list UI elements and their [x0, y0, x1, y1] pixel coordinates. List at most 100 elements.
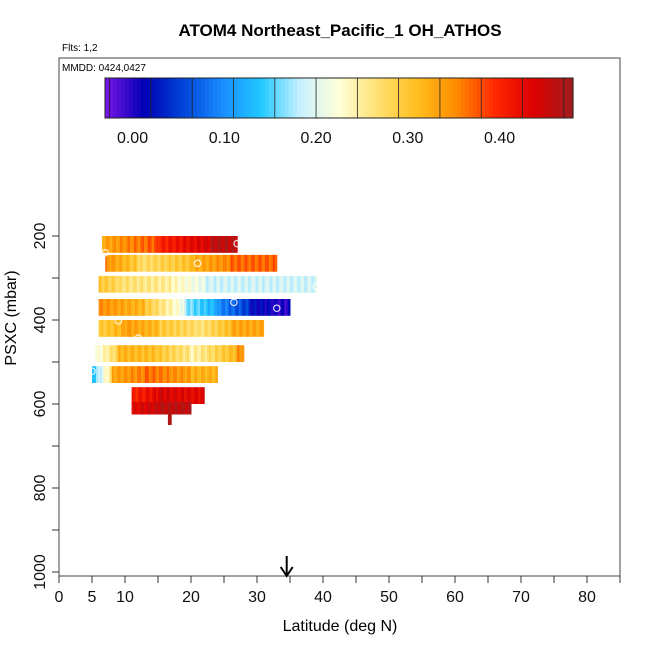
heatmap-cell — [274, 299, 278, 316]
heatmap-cell — [280, 275, 283, 293]
sample-point — [101, 249, 110, 257]
heatmap-cell — [106, 299, 110, 316]
heatmap-cell — [168, 299, 172, 316]
y-axis: 200 400 600 800 1000 — [32, 223, 59, 590]
heatmap-cell — [196, 236, 200, 253]
heatmap-cell — [146, 320, 149, 337]
heatmap-cell — [133, 387, 137, 404]
sample-point — [88, 367, 96, 376]
heatmap-cell — [238, 320, 241, 337]
heatmap-cell — [197, 320, 201, 337]
heatmap-cell — [138, 345, 141, 362]
heatmap-cell — [105, 236, 109, 253]
heatmap-cell — [136, 275, 140, 293]
colorbar — [104, 77, 574, 119]
heatmap-cell — [235, 236, 238, 253]
heatmap-cell — [228, 320, 232, 337]
heatmap-cell — [229, 345, 232, 362]
heatmap-cell — [252, 254, 256, 272]
colorbar-swatch — [325, 78, 330, 118]
heatmap-cell — [187, 320, 191, 337]
heatmap-cell — [213, 320, 216, 337]
colorbar-swatch — [189, 78, 194, 118]
heatmap-cell — [172, 366, 176, 383]
colorbar-swatch — [417, 78, 422, 118]
heatmap-cell — [98, 320, 102, 337]
heatmap-cell — [244, 275, 247, 293]
heatmap-cell — [166, 299, 170, 316]
heatmap-cell — [278, 275, 281, 293]
heatmap-cell — [153, 401, 157, 415]
heatmap-cell — [268, 299, 272, 316]
heatmap-cell — [136, 299, 140, 316]
heatmap-cell — [121, 236, 125, 253]
heatmap-cell — [167, 275, 170, 293]
heatmap-cell — [110, 299, 114, 316]
heatmap-cell — [178, 254, 182, 272]
heatmap-cell — [135, 366, 138, 383]
heatmap-cell — [160, 299, 164, 316]
y-tick-label: 800 — [32, 475, 49, 502]
heatmap-cell — [133, 236, 137, 253]
heatmap-cell — [186, 236, 189, 253]
colorbar-swatch — [197, 78, 202, 118]
heatmap-cell — [159, 345, 163, 362]
heatmap-cell — [111, 236, 115, 253]
colorbar-swatch — [269, 78, 274, 118]
heatmap-cell — [104, 345, 108, 362]
heatmap-cell — [207, 299, 211, 316]
heatmap-cell — [126, 275, 130, 293]
heatmap-cell — [113, 236, 117, 253]
y-axis-label: PSXC (mbar) — [3, 270, 20, 365]
x-tick-label: 0 — [55, 589, 64, 606]
heatmap-cell — [212, 275, 215, 293]
heatmap-cell — [172, 236, 175, 253]
heatmap-cell — [111, 254, 114, 272]
heatmap-cell — [197, 299, 201, 316]
heatmap-cell — [112, 345, 116, 362]
sample-point — [312, 282, 321, 291]
heatmap-cell — [175, 345, 178, 362]
heatmap-cell — [105, 366, 109, 383]
heatmap-cell — [210, 254, 214, 272]
heatmap-cell — [145, 236, 149, 253]
heatmap-cell — [214, 275, 217, 293]
heatmap-cell — [169, 401, 173, 415]
colorbar-swatch — [453, 78, 458, 118]
heatmap-cell — [252, 299, 255, 316]
heatmap-cell — [175, 275, 178, 293]
heatmap-cell — [130, 345, 133, 362]
heatmap-cell — [152, 345, 155, 362]
colorbar-swatch — [161, 78, 166, 118]
heatmap-cell — [242, 320, 245, 337]
heatmap-cell — [256, 299, 260, 316]
heatmap-cell — [186, 275, 190, 293]
heatmap-cell — [126, 299, 130, 316]
heatmap-cell — [208, 236, 212, 253]
colorbar-swatch — [457, 78, 462, 118]
heatmap-cell — [137, 236, 141, 253]
heatmap-cell — [128, 299, 132, 316]
heatmap-cell — [260, 275, 263, 293]
heatmap-cell — [236, 254, 240, 272]
heatmap-cell — [229, 236, 232, 253]
heatmap-cell — [139, 401, 143, 415]
heatmap-cell — [234, 320, 237, 337]
heatmap-cell — [154, 366, 158, 383]
heatmap-cell — [127, 236, 131, 253]
heatmap-cell — [142, 320, 145, 337]
heatmap-cell — [308, 275, 311, 293]
heatmap-cell — [152, 254, 155, 272]
heatmap-cell — [198, 275, 201, 293]
heatmap-cell — [203, 345, 206, 362]
heatmap-cell — [162, 254, 166, 272]
heatmap-cell — [155, 236, 159, 253]
heatmap-cell — [130, 320, 134, 337]
heatmap-cell — [166, 387, 169, 404]
heatmap-cell — [155, 387, 159, 404]
heatmap-cell — [188, 366, 192, 383]
x-tick-label: 80 — [578, 589, 596, 606]
heatmap-cell — [127, 254, 131, 272]
heatmap-cell — [150, 254, 153, 272]
heatmap-cell — [232, 254, 236, 272]
